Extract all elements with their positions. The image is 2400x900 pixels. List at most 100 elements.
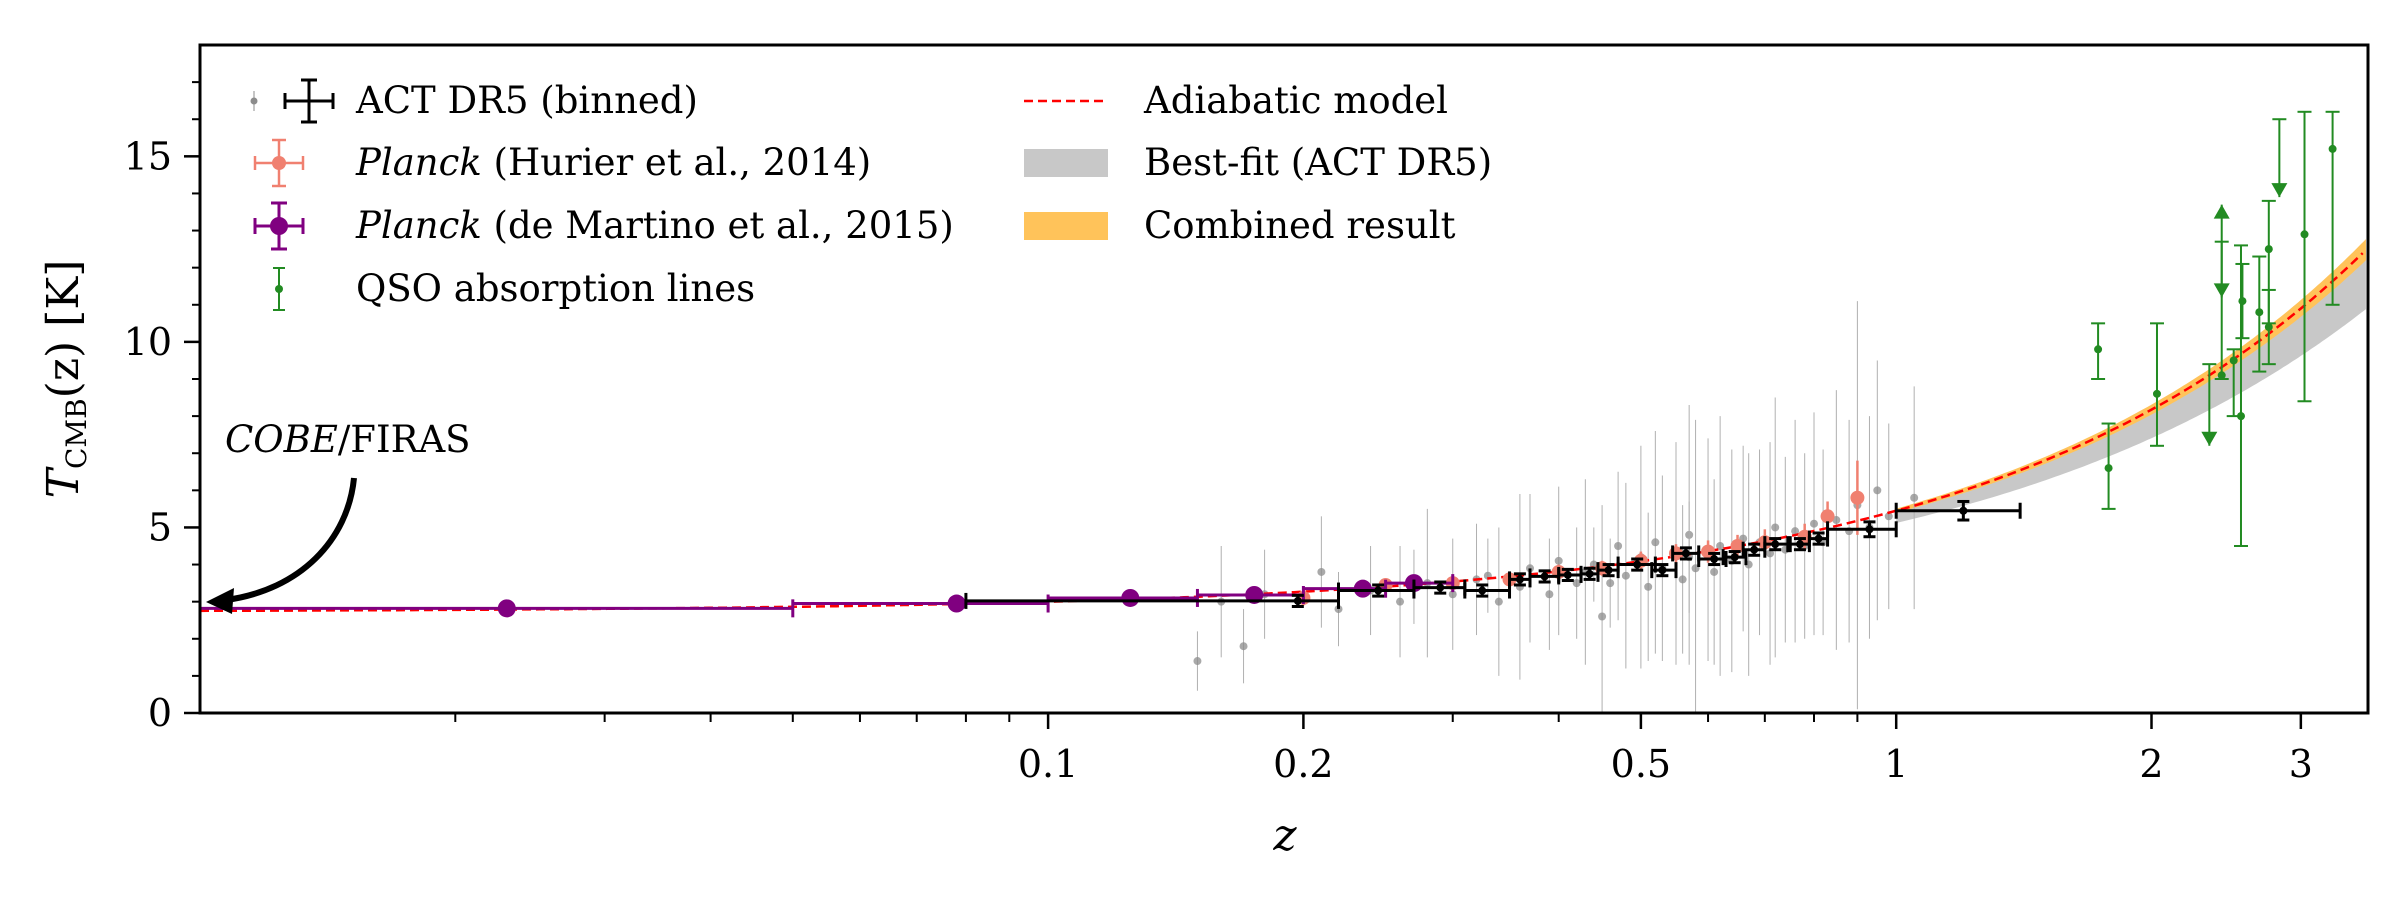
- act-binned-point-7: [1585, 569, 1594, 578]
- act-scatter-point-14: [1545, 590, 1554, 599]
- y-tick-label-3: 15: [124, 134, 172, 178]
- act-scatter-point-23: [1651, 538, 1660, 547]
- act-binned-point-14: [1750, 545, 1759, 554]
- qso-point-0: [2094, 345, 2103, 354]
- legend-label-combined: Combined result: [1144, 204, 1456, 247]
- qso-arrow-4: [2213, 204, 2230, 219]
- act-scatter-point-16: [1572, 579, 1581, 588]
- legend-label-hurier: Planck (Hurier et al., 2014): [355, 141, 871, 184]
- act-scatter-point-0: [1193, 657, 1202, 666]
- act-binned-point-2: [1436, 583, 1445, 592]
- qso-point-9: [2255, 308, 2264, 317]
- act-scatter-point-51: [1606, 579, 1615, 588]
- act-scatter-point-4: [1317, 567, 1326, 576]
- act-scatter-point-26: [1678, 575, 1687, 584]
- qso-arrow-5: [2213, 283, 2230, 298]
- act-scatter-point-9: [1448, 590, 1457, 599]
- demartino-point-2: [1121, 588, 1140, 607]
- act-scatter-point-36: [1766, 549, 1775, 558]
- act-scatter-point-22: [1644, 582, 1653, 591]
- x-tick-label-5: 3: [2289, 742, 2313, 786]
- act-binned-points: [964, 499, 2022, 609]
- act-scatter-point-11: [1494, 597, 1503, 606]
- act-scatter-point-39: [1791, 527, 1800, 536]
- qso-point-4: [2217, 371, 2226, 380]
- act-binned-point-10: [1658, 566, 1667, 575]
- legend-label-demartino: Planck (de Martino et al., 2015): [355, 204, 954, 247]
- qso-point-11: [2264, 245, 2273, 254]
- x-tick-label-4: 2: [2139, 742, 2163, 786]
- act-scatter-point-37: [1771, 523, 1780, 532]
- y-axis: 0 5 10 15: [124, 81, 200, 735]
- x-axis: 0.1 0.2 0.5 1 2 3: [454, 713, 2313, 786]
- y-axis-title-sub: CMB: [60, 398, 93, 469]
- legend-label-model: Adiabatic model: [1143, 79, 1448, 122]
- act-scatter-point-30: [1710, 567, 1719, 576]
- y-axis-title-main: T: [38, 465, 89, 498]
- act-binned-point-12: [1710, 554, 1719, 563]
- act-scatter-point-7: [1396, 597, 1405, 606]
- cobe-firas-arrowhead: [206, 588, 234, 614]
- x-axis-title: z: [1272, 810, 1297, 861]
- qso-point-13: [2300, 230, 2309, 239]
- legend-entry-bestfit: Best-fit (ACT DR5): [1024, 141, 1492, 184]
- demartino-point-1: [947, 594, 966, 613]
- cobe-firas-arrow: [225, 477, 357, 603]
- qso-point-8: [2238, 297, 2247, 306]
- act-scatter-point-18: [1598, 612, 1607, 621]
- act-binned-point-18: [1865, 525, 1874, 534]
- qso-points: [2091, 110, 2340, 547]
- act-scatter-point-31: [1716, 542, 1725, 550]
- qso-arrow-12: [2271, 183, 2288, 198]
- act-scatter-point-1: [1239, 642, 1248, 651]
- qso-point-7: [2236, 412, 2245, 421]
- legend-label-act: ACT DR5 (binned): [355, 79, 698, 122]
- act-binned-point-3: [1478, 586, 1487, 595]
- hurier-point-12: [1820, 509, 1835, 524]
- act-binned-point-9: [1633, 560, 1642, 569]
- act-binned-point-11: [1681, 549, 1690, 558]
- act-binned-point-1: [1374, 586, 1383, 595]
- legend-entry-combined: Combined result: [1024, 204, 1456, 247]
- act-scatter-point-48: [1884, 512, 1893, 521]
- x-tick-label-1: 0.2: [1273, 742, 1333, 786]
- legend-entry-qso: QSO absorption lines: [273, 267, 755, 311]
- x-tick-label-0: 0.1: [1018, 742, 1078, 786]
- qso-point-2: [2152, 389, 2161, 398]
- act-binned-point-16: [1795, 540, 1804, 549]
- act-binned-point-15: [1771, 540, 1780, 549]
- demartino-point-4: [1353, 579, 1372, 598]
- act-scatter-point-49: [1910, 493, 1919, 502]
- legend-entry-demartino: Planck (de Martino et al., 2015): [253, 201, 954, 251]
- hurier-point-9: [1730, 539, 1745, 553]
- act-scatter-point-19: [1614, 542, 1623, 550]
- y-tick-label-1: 5: [148, 505, 172, 549]
- adiabatic-model-curve: [200, 252, 2364, 613]
- cobe-firas-label: COBE/FIRAS: [225, 418, 471, 461]
- act-scatter-point-41: [1810, 519, 1819, 528]
- qso-point-1: [2104, 464, 2113, 473]
- hurier-point-8: [1701, 544, 1716, 559]
- y-tick-label-0: 0: [148, 691, 172, 735]
- qso-point-6: [2229, 356, 2238, 365]
- y-axis-title: TCMB(z) [K]: [38, 260, 93, 499]
- qso-point-10: [2264, 323, 2273, 332]
- act-binned-point-5: [1540, 572, 1549, 581]
- act-scatter-point-20: [1621, 571, 1630, 580]
- qso-point-14: [2328, 144, 2337, 153]
- legend: ACT DR5 (binned) Planck (Hurier et al., …: [250, 78, 1492, 311]
- cobe-firas-annotation: COBE/FIRAS: [206, 418, 471, 614]
- legend-label-bestfit: Best-fit (ACT DR5): [1144, 141, 1492, 184]
- legend-entry-hurier: Planck (Hurier et al., 2014): [253, 138, 871, 188]
- act-binned-point-6: [1563, 570, 1572, 579]
- y-tick-label-2: 10: [124, 320, 172, 364]
- act-scatter-point-15: [1554, 556, 1563, 565]
- act-binned-point-8: [1604, 566, 1613, 575]
- act-scatter-point-13: [1525, 564, 1534, 573]
- x-tick-label-3: 1: [1884, 742, 1908, 786]
- act-binned-point-4: [1515, 575, 1524, 584]
- y-axis-title-rest: (z) [K]: [38, 260, 89, 399]
- act-scatter-point-5: [1334, 605, 1343, 614]
